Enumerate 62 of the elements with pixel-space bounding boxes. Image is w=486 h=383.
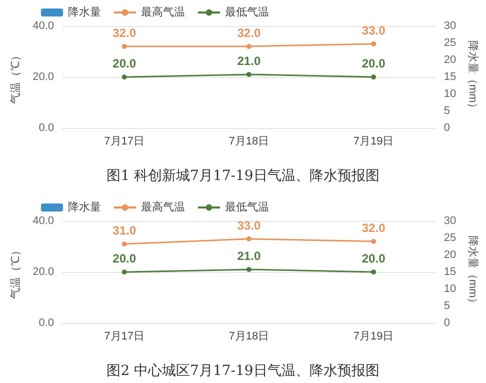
y2-tick-label: 0 xyxy=(444,122,450,134)
x-tick-label: 7月17日 xyxy=(104,330,144,342)
point xyxy=(122,74,127,80)
y-tick-label: 40.0 xyxy=(32,215,54,227)
y2-tick-label: 5 xyxy=(444,300,450,312)
y2-axis-title: 降水量（mm） xyxy=(466,235,480,309)
y2-tick-label: 15 xyxy=(444,71,456,83)
y2-tick-label: 30 xyxy=(444,215,456,227)
data-label: 32.0 xyxy=(237,26,261,40)
text: 图1 科创新城7月17-19日气温、降水预报图 xyxy=(106,168,380,184)
data-label: 32.0 xyxy=(112,26,136,40)
point xyxy=(122,270,127,274)
data-label: 31.0 xyxy=(112,223,136,238)
data-label: 20.0 xyxy=(362,56,386,70)
data-label: 20.0 xyxy=(112,56,136,70)
data-label: 33.0 xyxy=(237,218,261,232)
point xyxy=(246,72,252,77)
x-tick-label: 7月19日 xyxy=(353,330,394,342)
y-axis-title: 气温（℃） xyxy=(10,245,22,299)
y2-tick-label: 10 xyxy=(444,88,456,100)
legend-label: 最低气温 xyxy=(225,202,269,214)
point xyxy=(371,238,376,244)
x-tick-label: 7月18日 xyxy=(228,330,270,342)
x-tick-label: 7月17日 xyxy=(104,136,144,148)
y2-tick-label: 30 xyxy=(444,20,456,32)
point xyxy=(371,74,376,80)
y-tick-label: 20.0 xyxy=(32,266,54,278)
y-tick-label: 0.0 xyxy=(38,317,54,329)
legend-label: 降水量 xyxy=(68,6,101,18)
y-axis-title: 气温（℃） xyxy=(10,50,22,104)
text: 图2 中心城区7月17-19日气温、降水预报图 xyxy=(106,363,380,379)
data-label: 21.0 xyxy=(237,54,261,68)
point xyxy=(122,241,127,246)
y2-axis-title: 降水量（mm） xyxy=(466,40,480,114)
legend-label: 最高气温 xyxy=(141,6,185,18)
y-tick-label: 0.0 xyxy=(38,122,54,134)
data-label: 32.0 xyxy=(362,220,386,235)
y2-tick-label: 5 xyxy=(444,105,450,117)
data-label: 20.0 xyxy=(112,252,136,266)
x-tick-label: 7月19日 xyxy=(353,136,394,148)
y2-tick-label: 20 xyxy=(444,249,456,261)
y2-tick-label: 20 xyxy=(444,54,456,66)
y2-tick-label: 0 xyxy=(444,317,450,329)
point xyxy=(246,266,252,272)
legend-label: 最高气温 xyxy=(141,200,185,214)
y-tick-label: 20.0 xyxy=(32,71,54,83)
point xyxy=(371,41,376,46)
y2-tick-label: 15 xyxy=(444,266,456,278)
point xyxy=(246,44,252,49)
point xyxy=(122,44,127,49)
data-label: 33.0 xyxy=(362,23,386,38)
point xyxy=(246,236,252,242)
x-tick-label: 7月18日 xyxy=(228,136,270,148)
data-label: 21.0 xyxy=(237,248,261,263)
y2-tick-label: 25 xyxy=(444,37,456,49)
point xyxy=(371,270,376,274)
y2-tick-label: 25 xyxy=(444,232,456,244)
y2-tick-label: 10 xyxy=(444,283,456,295)
y-tick-label: 40.0 xyxy=(32,20,54,32)
legend-label: 最低气温 xyxy=(225,6,269,18)
legend-label: 降水量 xyxy=(68,200,101,214)
data-label: 20.0 xyxy=(362,252,386,266)
